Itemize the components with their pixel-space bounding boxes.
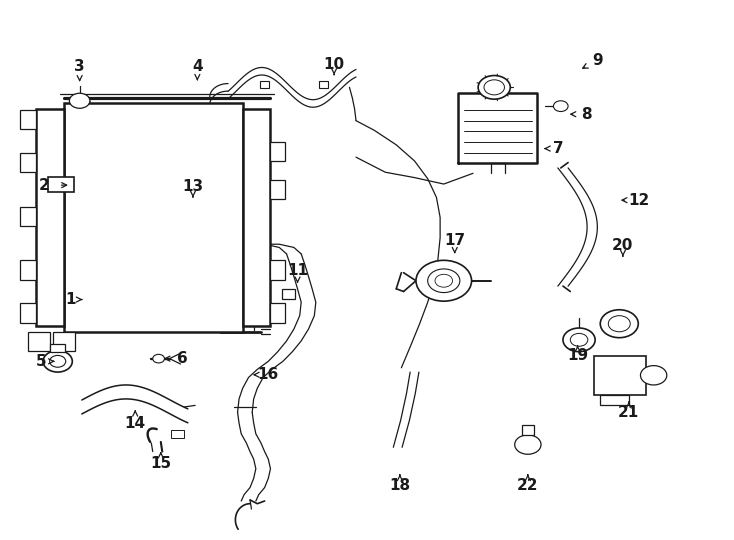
Circle shape [435, 274, 453, 287]
Text: 8: 8 [581, 107, 592, 122]
Bar [53, 332, 75, 350]
Text: 15: 15 [150, 456, 171, 471]
Circle shape [563, 328, 595, 352]
Circle shape [428, 269, 460, 293]
Circle shape [600, 310, 639, 338]
Bar [319, 81, 327, 89]
Text: 1: 1 [65, 292, 76, 307]
Circle shape [50, 355, 66, 367]
Bar [270, 303, 285, 322]
Bar [270, 180, 285, 199]
Text: 17: 17 [444, 233, 465, 248]
Bar [261, 81, 269, 89]
Text: 20: 20 [612, 238, 633, 253]
Circle shape [43, 350, 73, 372]
Text: 21: 21 [618, 405, 639, 420]
Text: 10: 10 [324, 57, 345, 72]
Text: 14: 14 [125, 416, 146, 430]
Bar [20, 303, 36, 322]
Bar [171, 430, 184, 437]
Bar [29, 332, 51, 350]
Text: 9: 9 [592, 53, 603, 68]
Circle shape [484, 80, 504, 95]
Circle shape [641, 366, 666, 385]
Text: 6: 6 [178, 351, 188, 366]
Bar [36, 109, 64, 326]
Circle shape [70, 93, 90, 109]
Bar [282, 289, 295, 299]
Text: 19: 19 [567, 348, 588, 363]
Text: 16: 16 [258, 367, 279, 382]
Bar [522, 426, 534, 435]
Text: 4: 4 [192, 59, 203, 75]
Bar [20, 207, 36, 226]
Text: 18: 18 [389, 478, 410, 494]
Bar [20, 110, 36, 129]
Text: 7: 7 [553, 141, 564, 156]
Circle shape [515, 435, 541, 454]
Bar [270, 260, 285, 280]
Circle shape [153, 354, 164, 363]
Bar [20, 153, 36, 172]
Circle shape [416, 260, 471, 301]
Bar [48, 177, 74, 192]
Bar [594, 356, 647, 395]
Bar [270, 142, 285, 161]
Text: 2: 2 [38, 178, 49, 193]
Bar [600, 395, 629, 406]
Text: 3: 3 [74, 59, 85, 75]
Text: 11: 11 [287, 262, 308, 278]
Circle shape [570, 333, 588, 346]
Text: 12: 12 [628, 193, 650, 208]
Text: 13: 13 [183, 179, 203, 194]
Bar [51, 344, 65, 352]
Circle shape [608, 316, 631, 332]
Text: 5: 5 [35, 354, 46, 369]
Bar [243, 109, 270, 326]
Circle shape [478, 76, 510, 99]
Bar [20, 260, 36, 280]
Text: 22: 22 [517, 478, 539, 494]
Bar [64, 104, 243, 332]
Circle shape [553, 101, 568, 112]
